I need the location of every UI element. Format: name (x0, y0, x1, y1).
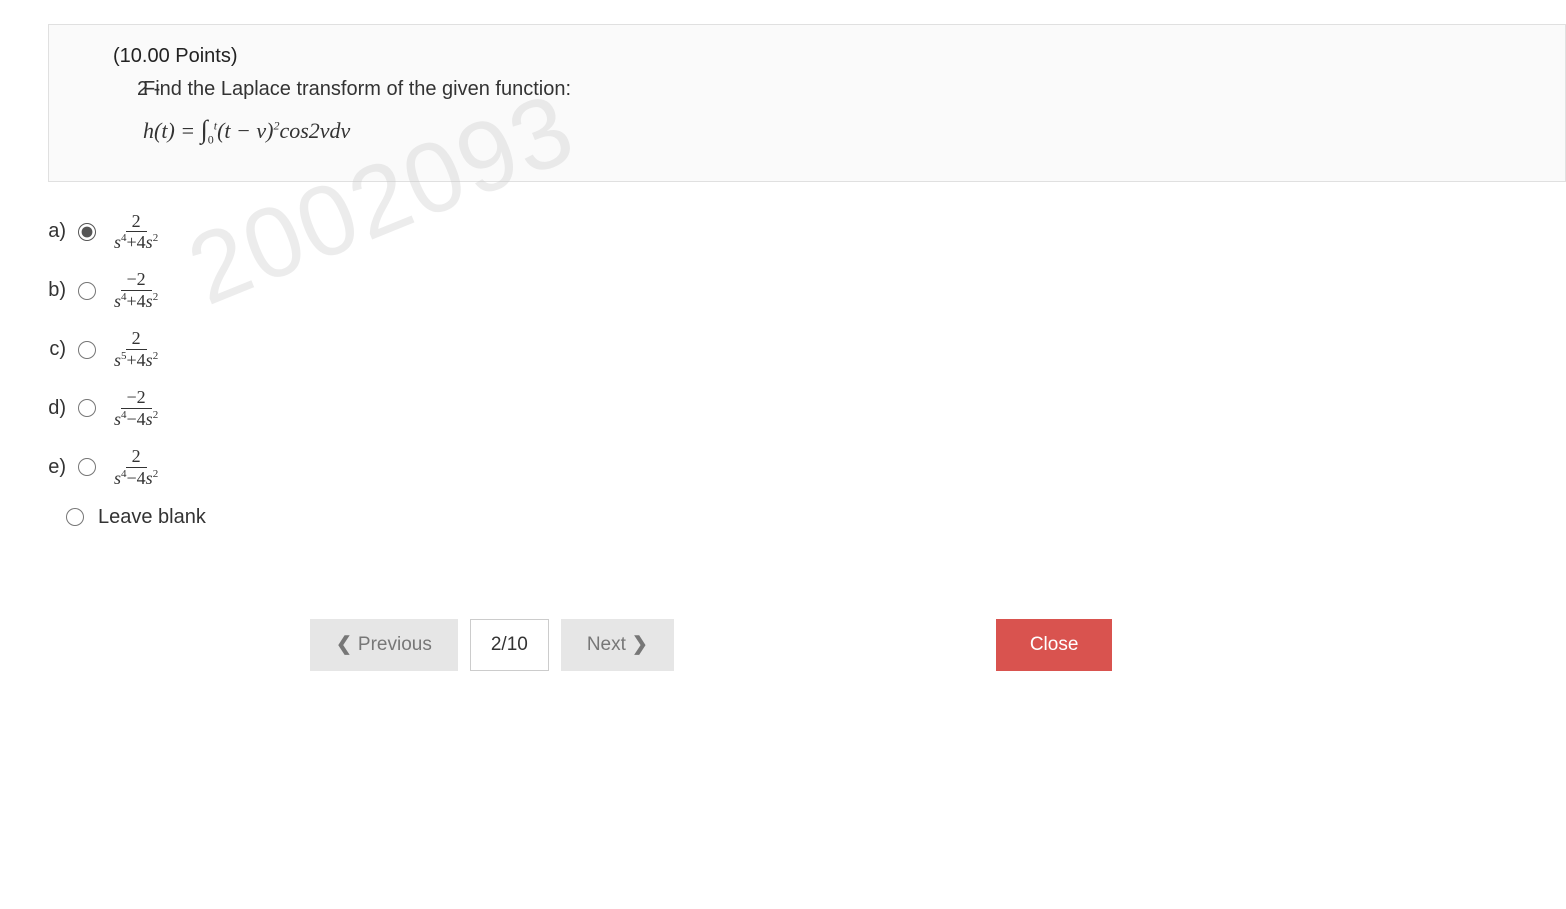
options-area: 2002093 a)2s4+4s2b)−2s4+4s2c)2s5+4s2d)−2… (0, 182, 1566, 529)
fraction-denominator: s5+4s2 (108, 350, 164, 370)
option-radio[interactable] (78, 458, 96, 476)
option-letter: b) (44, 279, 66, 302)
page-indicator: 2/10 (470, 619, 549, 671)
points-label: (10.00 Points) (113, 45, 1541, 68)
eq-left: h(t) = (143, 118, 201, 143)
question-number: 2 - (137, 78, 160, 101)
leave-blank-label: Leave blank (98, 506, 206, 529)
question-box: (10.00 Points) 2 - Find the Laplace tran… (48, 24, 1566, 182)
question-equation: h(t) = ∫0t(t − v)2cos2vdv (143, 109, 1541, 151)
option-row: c) 2s5+4s2 (44, 329, 1566, 370)
previous-label: Previous (358, 634, 432, 656)
option-letter: d) (44, 397, 66, 420)
integral-symbol: ∫0t (201, 118, 217, 143)
integrand-part-b: cos2vdv (279, 118, 350, 143)
fraction-numerator: 2 (126, 329, 147, 350)
option-letter: c) (44, 338, 66, 361)
fraction-denominator: s4−4s2 (108, 409, 164, 429)
option-row: d) −2s4−4s2 (44, 388, 1566, 429)
option-fraction: 2s5+4s2 (108, 329, 164, 370)
option-fraction: −2s4+4s2 (108, 270, 164, 311)
option-row: a) 2s4+4s2 (44, 212, 1566, 253)
next-button[interactable]: Next ❯ (561, 619, 674, 671)
next-label: Next (587, 634, 626, 656)
fraction-numerator: 2 (126, 447, 147, 468)
fraction-denominator: s4+4s2 (108, 232, 164, 252)
previous-button[interactable]: ❮ Previous (310, 619, 458, 671)
fraction-denominator: s4+4s2 (108, 291, 164, 311)
close-label: Close (1030, 634, 1079, 656)
option-radio[interactable] (78, 341, 96, 359)
radio-blank[interactable] (66, 508, 84, 526)
option-radio[interactable] (78, 399, 96, 417)
option-row: e) 2s4−4s2 (44, 447, 1566, 488)
option-row-blank: Leave blank (66, 506, 1566, 529)
option-fraction: −2s4−4s2 (108, 388, 164, 429)
question-text: Find the Laplace transform of the given … (143, 78, 1541, 101)
close-button[interactable]: Close (996, 619, 1113, 671)
option-letter: e) (44, 456, 66, 479)
option-radio[interactable] (78, 223, 96, 241)
options-list: a)2s4+4s2b)−2s4+4s2c)2s5+4s2d)−2s4−4s2e)… (44, 212, 1566, 488)
fraction-numerator: −2 (121, 270, 152, 291)
option-radio[interactable] (78, 282, 96, 300)
integrand-part-a: (t − v) (217, 118, 273, 143)
fraction-numerator: 2 (126, 212, 147, 233)
option-fraction: 2s4+4s2 (108, 212, 164, 253)
option-letter: a) (44, 220, 66, 243)
fraction-denominator: s4−4s2 (108, 468, 164, 488)
chevron-right-icon: ❯ (632, 633, 648, 656)
fraction-numerator: −2 (121, 388, 152, 409)
chevron-left-icon: ❮ (336, 633, 352, 656)
option-row: b) −2s4+4s2 (44, 270, 1566, 311)
option-fraction: 2s4−4s2 (108, 447, 164, 488)
nav-row: ❮ Previous 2/10 Next ❯ Close (310, 619, 1566, 671)
